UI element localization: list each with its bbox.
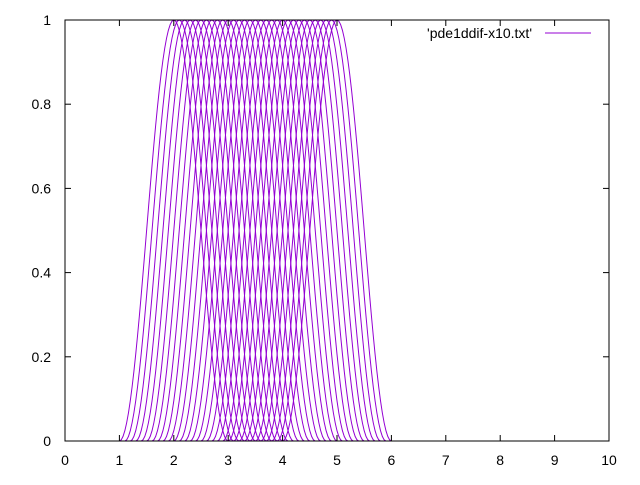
y-tick-label: 0 bbox=[43, 433, 51, 449]
x-tick-label: 6 bbox=[388, 452, 396, 468]
x-tick-label: 7 bbox=[442, 452, 450, 468]
y-tick-label: 0.6 bbox=[32, 180, 52, 196]
legend: 'pde1ddif-x10.txt' bbox=[427, 25, 591, 41]
axis-tick-labels: 0 1 2 3 4 5 6 7 8 9 10 0 0.2 0.4 0.6 0.8 1 bbox=[32, 12, 617, 468]
legend-label: 'pde1ddif-x10.txt' bbox=[427, 25, 532, 41]
y-tick-label: 0.2 bbox=[32, 349, 52, 365]
axis-ticks bbox=[64, 19, 610, 442]
x-tick-label: 3 bbox=[224, 452, 232, 468]
x-tick-label: 0 bbox=[61, 452, 69, 468]
x-tick-label: 8 bbox=[496, 452, 504, 468]
x-tick-label: 2 bbox=[170, 452, 178, 468]
y-tick-label: 0.8 bbox=[32, 96, 52, 112]
x-tick-label: 10 bbox=[601, 452, 617, 468]
y-tick-label: 0.4 bbox=[32, 265, 52, 281]
x-tick-label: 5 bbox=[333, 452, 341, 468]
x-tick-label: 1 bbox=[116, 452, 124, 468]
series-layer bbox=[65, 19, 609, 442]
y-tick-label: 1 bbox=[43, 12, 51, 28]
x-tick-label: 9 bbox=[551, 452, 559, 468]
x-tick-label: 4 bbox=[279, 452, 287, 468]
